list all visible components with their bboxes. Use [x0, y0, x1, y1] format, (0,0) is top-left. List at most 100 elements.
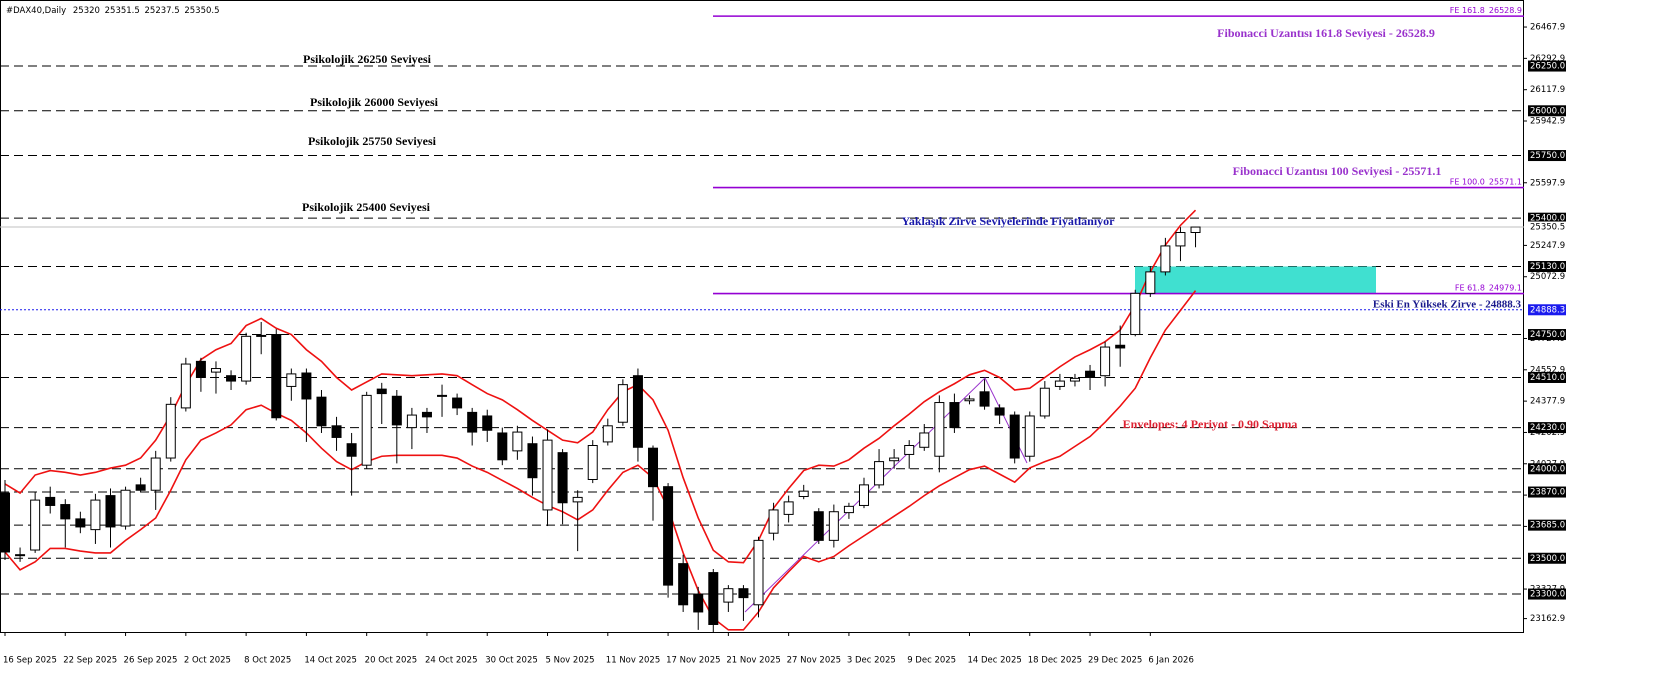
level-label-box [1528, 463, 1566, 475]
x-tick-label: 27 Nov 2025 [787, 656, 841, 666]
x-tick-label: 6 Jan 2026 [1148, 656, 1194, 666]
annotation: Yaklaşık Zirve Seviyelerinde Fiyatlanıyo… [902, 214, 1116, 228]
candle-body [256, 334, 267, 337]
previous-high-box [1528, 304, 1566, 316]
x-tick-label: 2 Oct 2025 [184, 656, 231, 666]
candle-body [30, 499, 41, 551]
candle-body [1175, 232, 1186, 247]
candle-body [1085, 370, 1096, 378]
candle-body [572, 496, 583, 503]
candle-body [0, 492, 10, 553]
x-tick-label: 3 Dec 2025 [847, 656, 896, 666]
candle-body [1069, 377, 1080, 382]
ohlc-high: 25351.5 [105, 6, 140, 16]
candle-body [1009, 414, 1020, 459]
candle-body [135, 484, 146, 491]
candle-body [406, 414, 417, 429]
candle-body [361, 394, 372, 466]
y-tick-label: 24377.9 [1530, 397, 1565, 407]
candle-body [708, 572, 719, 625]
candle-body [165, 403, 176, 459]
candle-body [1054, 380, 1065, 387]
level-label-box [1528, 150, 1566, 162]
candle-body [663, 486, 674, 586]
candle-body [271, 334, 282, 419]
candle-body [587, 444, 598, 481]
candle-body [783, 501, 794, 515]
chart-header: #DAX40,Daily 25320 25351.5 25237.5 25350… [6, 6, 220, 16]
candle-body [874, 461, 885, 486]
fib-value: 25571.1 [1489, 177, 1522, 186]
level-label-box [1528, 519, 1566, 531]
fib-value: 26528.9 [1489, 6, 1522, 15]
level-label-box [1528, 329, 1566, 341]
candle-body [452, 397, 463, 409]
level-label: 24750.0 [1530, 330, 1565, 340]
annotation: Psikolojik 25750 Seviyesi [308, 134, 437, 148]
candle-body [60, 504, 71, 520]
candle-body [105, 495, 116, 528]
x-tick-label: 5 Nov 2025 [546, 656, 595, 666]
candle-body [497, 432, 508, 461]
x-tick-label: 17 Nov 2025 [666, 656, 720, 666]
candle-body [904, 444, 915, 455]
candle-body [45, 496, 56, 506]
level-label-box [1528, 60, 1566, 72]
candle-body [753, 539, 764, 606]
x-tick-label: 18 Dec 2025 [1028, 656, 1082, 666]
level-label: 26000.0 [1530, 106, 1565, 116]
candle-body [331, 425, 342, 438]
x-tick-label: 20 Oct 2025 [365, 656, 418, 666]
x-tick-label: 14 Oct 2025 [304, 656, 357, 666]
candle-body [934, 402, 945, 457]
candle-body [979, 391, 990, 407]
level-label: 23870.0 [1530, 488, 1565, 498]
candle-body [919, 432, 930, 448]
candle-body [195, 360, 206, 378]
candle-body [467, 411, 478, 433]
candle-body [648, 447, 659, 488]
y-tick-label: 25247.9 [1530, 241, 1565, 251]
plot-frame [0, 0, 1524, 633]
candle-body [90, 499, 101, 531]
x-tick-label: 21 Nov 2025 [726, 656, 780, 666]
candle-body [180, 363, 191, 409]
level-label-box [1528, 486, 1566, 498]
candle-body [617, 384, 628, 423]
fib-label: FE 161.8 26528.9 [1450, 6, 1522, 15]
y-tick-label: 24552.9 [1530, 365, 1565, 375]
annotation: Fibonacci Uzantısı 100 Seviyesi - 25571.… [1233, 164, 1442, 178]
level-label-box [1528, 371, 1566, 383]
candle-body [241, 335, 252, 382]
annotation: Psikolojik 25400 Seviyesi [302, 200, 431, 214]
level-label: 23500.0 [1530, 554, 1565, 564]
bid-label: 25350.5 [1530, 223, 1565, 233]
x-tick-label: 9 Dec 2025 [907, 656, 956, 666]
ohlc-close: 25350.5 [184, 6, 219, 16]
candle-body [15, 554, 26, 557]
level-label-box [1528, 105, 1566, 117]
envelope-line [4, 290, 1197, 631]
fib-label: FE 61.8 24979.1 [1455, 283, 1522, 292]
candle-body [512, 431, 523, 452]
candle-body [1115, 344, 1126, 349]
candle-body [1024, 415, 1035, 457]
y-tick-label: 26117.9 [1530, 85, 1565, 95]
candle-body [120, 489, 131, 527]
candle-body [994, 407, 1005, 416]
y-tick-label: 23162.9 [1530, 614, 1565, 624]
symbol: #DAX40,Daily [6, 6, 66, 16]
bid-box [1528, 221, 1566, 233]
fib-name: FE 61.8 [1455, 283, 1485, 292]
candle-body [437, 394, 448, 397]
zone [1135, 266, 1376, 294]
candle-body [768, 509, 779, 534]
x-tick-label: 8 Oct 2025 [244, 656, 291, 666]
fib-value: 24979.1 [1489, 283, 1522, 292]
y-tick-label: 25942.9 [1530, 117, 1565, 127]
candle-body [949, 402, 960, 429]
candle-body [210, 368, 221, 373]
y-tick-label: 25597.9 [1530, 178, 1565, 188]
candle-body [602, 425, 613, 443]
